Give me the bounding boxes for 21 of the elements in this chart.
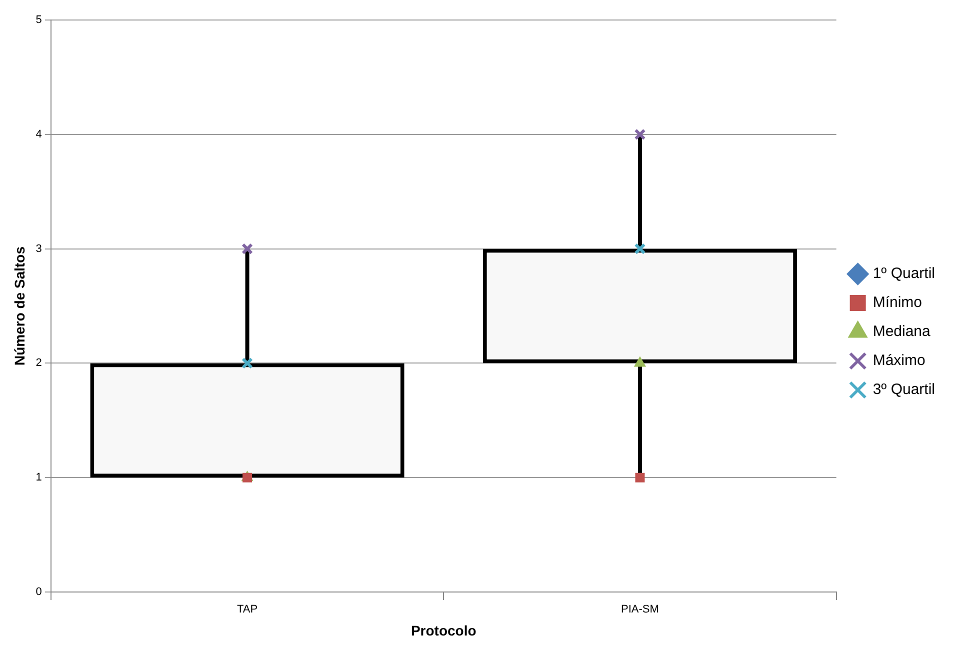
y-tick-label: 5 bbox=[36, 14, 42, 26]
y-tick-label: 1 bbox=[36, 472, 42, 484]
y-tick-label: 2 bbox=[36, 357, 42, 370]
y-tick-label: 0 bbox=[36, 586, 42, 598]
point bbox=[242, 357, 254, 369]
point bbox=[634, 128, 646, 140]
y-axis-title: Número de Saltos bbox=[11, 246, 28, 366]
legend-label: Mínimo bbox=[872, 294, 922, 312]
point bbox=[634, 243, 646, 255]
point bbox=[634, 356, 646, 367]
legend-label: 3º Quartil bbox=[872, 381, 936, 398]
x-tick-label: TAP bbox=[236, 604, 258, 616]
y-tick-label: 3 bbox=[36, 242, 42, 255]
x-tick-label: PIA-SM bbox=[621, 604, 659, 616]
legend-label: 1º Quartil bbox=[872, 265, 936, 282]
point bbox=[242, 243, 254, 255]
legend-label: Mediana bbox=[872, 323, 932, 340]
point bbox=[635, 472, 645, 482]
legend-label: Máximo bbox=[872, 352, 926, 370]
y-tick-label: 4 bbox=[36, 128, 42, 140]
x-axis-title: Protocolo bbox=[410, 622, 476, 638]
